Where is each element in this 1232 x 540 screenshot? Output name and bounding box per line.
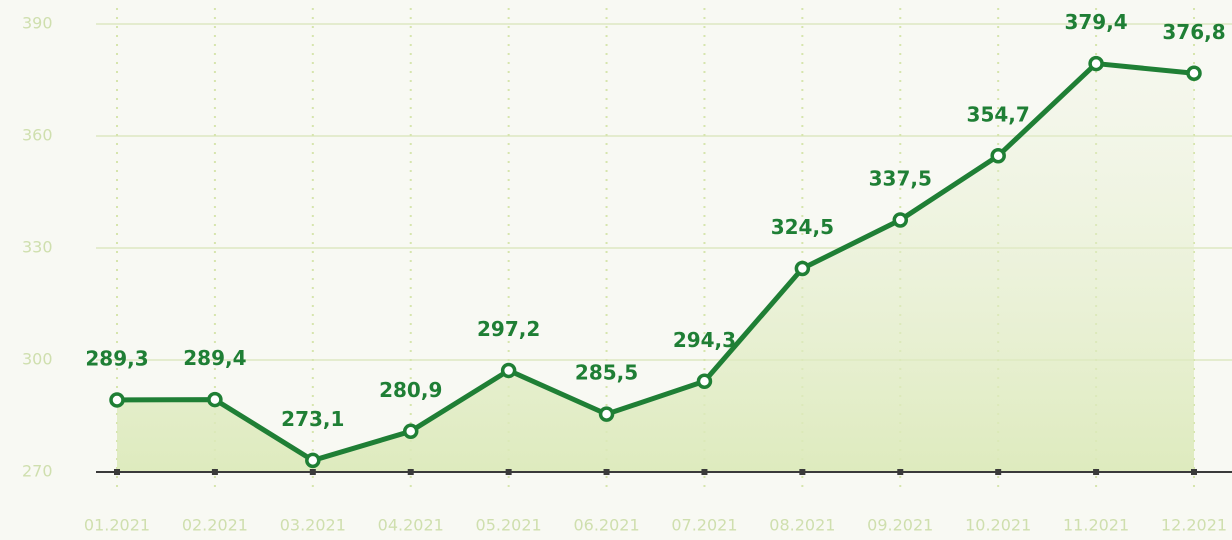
value-label: 297,2 — [477, 317, 540, 341]
point — [696, 373, 713, 390]
x-tick-label: 06.2021 — [573, 516, 639, 535]
x-tick-mark — [1191, 469, 1197, 475]
x-tick-label: 09.2021 — [867, 516, 933, 535]
y-tick-label: 270 — [22, 462, 53, 481]
x-tick-mark — [799, 469, 806, 475]
y-tick-label: 390 — [22, 14, 53, 33]
value-label: 354,7 — [967, 102, 1030, 126]
value-label: 337,5 — [869, 167, 932, 191]
point — [500, 362, 517, 379]
x-tick-mark — [603, 469, 610, 475]
point — [109, 392, 125, 408]
x-tick-label: 02.2021 — [182, 516, 248, 535]
x-tick-label: 01.2021 — [84, 516, 150, 535]
y-tick-label: 300 — [22, 350, 53, 369]
area — [117, 63, 1194, 472]
x-tick-label: 12.2021 — [1161, 516, 1227, 535]
x-tick-mark — [1093, 469, 1100, 475]
point — [892, 212, 909, 228]
x-tick-label: 08.2021 — [769, 516, 835, 535]
point — [402, 423, 419, 440]
x-tick-label: 07.2021 — [671, 516, 737, 535]
point — [990, 148, 1006, 164]
point — [598, 406, 615, 422]
x-tick-mark — [897, 469, 904, 475]
y-tick-label: 330 — [22, 238, 53, 257]
point — [1088, 55, 1104, 72]
value-label: 273,1 — [281, 407, 344, 431]
point — [1186, 65, 1202, 82]
value-label: 280,9 — [379, 378, 442, 402]
x-tick-label: 03.2021 — [280, 516, 346, 535]
y-tick-label: 360 — [22, 126, 53, 145]
value-label: 289,3 — [85, 346, 148, 370]
value-label: 324,5 — [771, 215, 834, 239]
value-label: 289,4 — [183, 346, 246, 370]
x-tick-mark — [309, 469, 316, 475]
x-tick-mark — [505, 469, 512, 475]
point — [207, 391, 223, 408]
x-tick-mark — [211, 469, 218, 475]
point — [794, 260, 811, 277]
x-tick-label: 11.2021 — [1063, 516, 1129, 535]
value-label: 379,4 — [1064, 10, 1127, 34]
value-label: 285,5 — [575, 361, 638, 385]
x-tick-label: 10.2021 — [965, 516, 1031, 535]
x-tick-mark — [407, 469, 414, 475]
x-tick-label: 05.2021 — [476, 516, 542, 535]
value-label: 294,3 — [673, 328, 736, 352]
point — [305, 452, 321, 469]
line — [116, 61, 1195, 463]
value-label: 376,8 — [1162, 20, 1225, 44]
x-tick-label: 04.2021 — [378, 516, 444, 535]
x-tick-mark — [701, 469, 708, 475]
x-tick-mark — [114, 469, 120, 475]
x-tick-mark — [995, 469, 1002, 475]
